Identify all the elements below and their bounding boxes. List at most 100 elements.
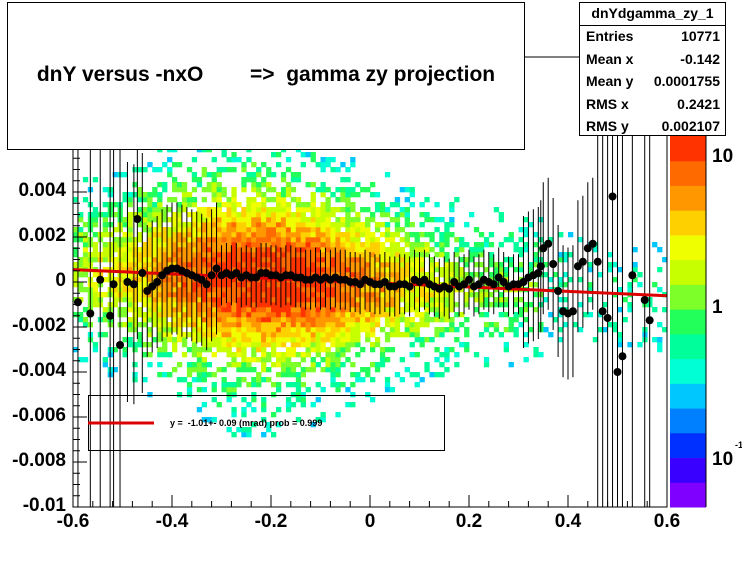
heatmap-cell: [211, 257, 217, 263]
heatmap-cell: [379, 312, 386, 318]
heatmap-cell: [325, 347, 331, 353]
heatmap-cell: [206, 172, 212, 178]
heatmap-cell: [389, 262, 396, 268]
heatmap-cell: [300, 247, 306, 253]
heatmap-cell: [558, 282, 564, 288]
heatmap-cell: [607, 252, 613, 258]
heatmap-cell: [350, 202, 356, 208]
heatmap-cell: [310, 367, 316, 373]
heatmap-cell: [271, 352, 277, 358]
heatmap-cell: [226, 252, 232, 258]
heatmap-cell: [221, 327, 227, 333]
heatmap-cell: [176, 392, 183, 398]
heatmap-cell: [132, 292, 138, 298]
heatmap-cell: [315, 187, 321, 193]
heatmap-cell: [176, 322, 183, 328]
heatmap-cell: [142, 242, 148, 248]
heatmap-cell: [211, 387, 217, 393]
heatmap-cell: [280, 192, 287, 198]
heatmap-cell: [201, 322, 207, 328]
heatmap-cell: [528, 267, 534, 273]
heatmap-cell: [241, 242, 247, 248]
heatmap-cell: [365, 262, 371, 268]
heatmap-cell: [137, 247, 143, 253]
heatmap-cell: [266, 312, 272, 318]
heatmap-cell: [226, 242, 232, 248]
heatmap-cell: [78, 237, 84, 243]
heatmap-cell: [186, 262, 193, 268]
heatmap-cell: [295, 247, 302, 253]
heatmap-cell: [181, 242, 188, 248]
heatmap-cell: [370, 182, 376, 188]
heatmap-cell: [211, 182, 217, 188]
heatmap-cell: [320, 267, 326, 273]
heatmap-cell: [157, 332, 163, 338]
heatmap-cell: [266, 297, 272, 303]
heatmap-cell: [449, 292, 455, 298]
heatmap-cell: [330, 297, 336, 303]
heatmap-cell: [503, 237, 509, 243]
heatmap-cell: [251, 422, 257, 428]
heatmap-cell: [414, 382, 420, 388]
heatmap-cell: [429, 317, 435, 323]
heatmap-cell: [196, 332, 203, 338]
heatmap-cell: [261, 277, 267, 283]
heatmap-cell: [558, 257, 564, 263]
heatmap-cell: [206, 212, 212, 218]
heatmap-cell: [211, 337, 217, 343]
heatmap-cell: [483, 297, 490, 303]
heatmap-cell: [374, 297, 381, 303]
heatmap-cell: [127, 302, 133, 308]
heatmap-cell: [181, 342, 188, 348]
heatmap-cell: [251, 177, 257, 183]
heatmap-cell: [261, 292, 267, 298]
heatmap-cell: [295, 292, 302, 298]
heatmap-cell: [241, 177, 247, 183]
heatmap-cell: [246, 267, 252, 273]
heatmap-cell: [285, 227, 292, 233]
heatmap-cell: [112, 247, 118, 253]
heatmap-cell: [147, 202, 153, 208]
heatmap-cell: [488, 252, 495, 258]
heatmap-cell: [622, 297, 628, 303]
heatmap-cell: [434, 202, 440, 208]
heatmap-cell: [261, 162, 267, 168]
heatmap-cell: [310, 262, 316, 268]
stats-label: RMS y: [586, 118, 629, 134]
heatmap-cell: [261, 232, 267, 238]
heatmap-cell: [315, 287, 321, 293]
heatmap-cell: [261, 282, 267, 288]
heatmap-cell: [271, 237, 277, 243]
heatmap-cell: [132, 167, 138, 173]
heatmap-cell: [271, 292, 277, 298]
heatmap-cell: [315, 362, 321, 368]
profile-point: [554, 287, 563, 295]
heatmap-cell: [340, 322, 346, 328]
heatmap-cell: [82, 222, 89, 228]
heatmap-cell: [186, 222, 193, 228]
heatmap-cell: [172, 292, 178, 298]
heatmap-cell: [216, 227, 222, 233]
heatmap-cell: [241, 432, 247, 438]
heatmap-cell: [384, 172, 391, 178]
heatmap-cell: [419, 257, 425, 263]
heatmap-cell: [350, 322, 356, 328]
heatmap-cell: [261, 237, 267, 243]
heatmap-cell: [276, 282, 282, 288]
heatmap-cell: [404, 262, 410, 268]
heatmap-cell: [137, 257, 143, 263]
heatmap-cell: [295, 307, 302, 313]
x-tick-label: 0.2: [455, 511, 483, 532]
heatmap-cell: [315, 417, 321, 423]
heatmap-cell: [191, 327, 198, 333]
heatmap-cell: [266, 292, 272, 298]
heatmap-cell: [246, 332, 252, 338]
heatmap-cell: [439, 312, 445, 318]
stats-value: 10771: [681, 28, 720, 44]
heatmap-cell: [236, 252, 242, 258]
heatmap-cell: [206, 267, 212, 273]
heatmap-cell: [231, 257, 237, 263]
heatmap-cell: [340, 342, 346, 348]
heatmap-cell: [221, 242, 227, 248]
heatmap-cell: [355, 232, 361, 238]
